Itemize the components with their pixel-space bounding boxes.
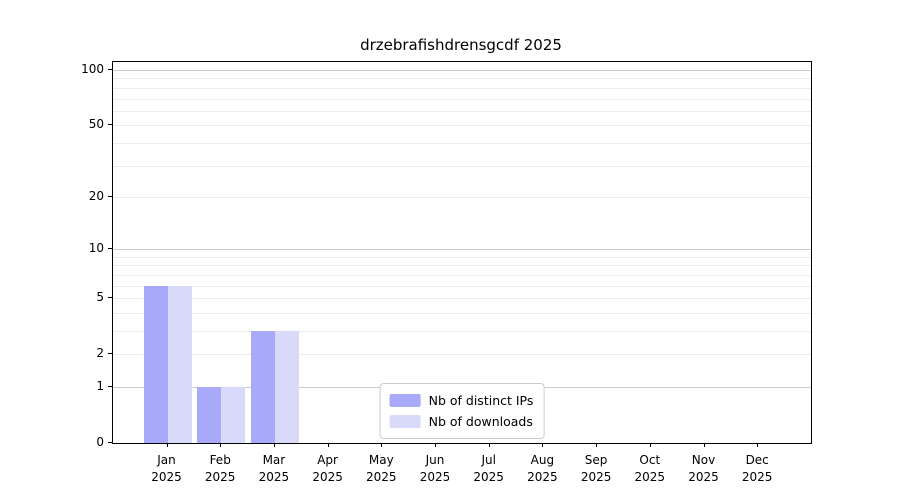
bar-distinct-ips-jan bbox=[143, 285, 168, 443]
gridline-minor-20 bbox=[113, 196, 811, 198]
legend: Nb of distinct IPs Nb of downloads bbox=[379, 383, 545, 439]
y-tick-label-10: 10 bbox=[88, 241, 104, 256]
y-tick-mark-5 bbox=[108, 297, 112, 299]
x-tick-mark-feb bbox=[220, 443, 222, 447]
x-tick-mark-jul bbox=[488, 443, 490, 447]
y-tick-label-0: 0 bbox=[96, 435, 104, 449]
gridline-minor-40 bbox=[113, 142, 811, 144]
legend-swatch-distinct-ips bbox=[389, 394, 421, 407]
legend-swatch-downloads bbox=[389, 415, 421, 428]
x-tick-year-jun: 2025 bbox=[419, 470, 451, 484]
x-tick-year-jul: 2025 bbox=[473, 470, 504, 484]
gridline-minor-80 bbox=[113, 87, 811, 89]
y-tick-mark-2 bbox=[108, 353, 112, 355]
gridline-minor-90 bbox=[113, 78, 811, 80]
x-tick-label-may: May 2025 bbox=[351, 452, 411, 486]
legend-item-downloads: Nb of downloads bbox=[389, 411, 534, 432]
plot-area: Nb of distinct IPs Nb of downloads bbox=[112, 61, 812, 444]
gridline-major-10 bbox=[113, 249, 811, 251]
x-tick-year-feb: 2025 bbox=[204, 470, 236, 484]
x-tick-year-oct: 2025 bbox=[634, 470, 666, 484]
gridline-minor-5 bbox=[113, 298, 811, 300]
x-tick-label-apr: Apr 2025 bbox=[298, 452, 358, 486]
gridline-minor-70 bbox=[113, 98, 811, 100]
gridline-minor-60 bbox=[113, 110, 811, 112]
y-tick-label-50: 50 bbox=[88, 117, 104, 132]
gridline-minor-6 bbox=[113, 285, 811, 287]
x-tick-label-jan: Jan 2025 bbox=[137, 452, 197, 486]
x-tick-year-sep: 2025 bbox=[580, 470, 612, 484]
y-tick-mark-20 bbox=[108, 195, 112, 197]
y-tick-label-2: 2 bbox=[96, 346, 104, 361]
y-tick-label-1: 1 bbox=[96, 379, 104, 393]
x-tick-label-jul: Jul 2025 bbox=[459, 452, 519, 486]
y-tick-mark-0 bbox=[108, 442, 112, 443]
y-tick-mark-100 bbox=[108, 69, 112, 70]
x-tick-year-nov: 2025 bbox=[688, 470, 719, 484]
x-tick-mark-jan bbox=[166, 443, 168, 447]
x-tick-year-aug: 2025 bbox=[527, 470, 558, 484]
legend-label-distinct-ips: Nb of distinct IPs bbox=[428, 393, 534, 408]
x-tick-label-sep: Sep 2025 bbox=[566, 452, 626, 486]
legend-label-downloads: Nb of downloads bbox=[428, 414, 533, 429]
chart-title: drzebrafishdrensgcdf 2025 bbox=[360, 36, 562, 54]
x-tick-mark-mar bbox=[273, 443, 275, 447]
x-tick-label-dec: Dec 2025 bbox=[727, 452, 787, 486]
bar-downloads-mar bbox=[274, 331, 299, 443]
x-tick-year-may: 2025 bbox=[366, 470, 397, 484]
x-tick-year-jan: 2025 bbox=[151, 470, 182, 484]
x-tick-label-aug: Aug 2025 bbox=[512, 452, 572, 486]
gridline-minor-7 bbox=[113, 274, 811, 276]
x-tick-mark-dec bbox=[757, 443, 759, 447]
bar-distinct-ips-feb bbox=[197, 387, 222, 443]
x-tick-label-feb: Feb 2025 bbox=[190, 452, 250, 486]
y-tick-label-20: 20 bbox=[88, 188, 104, 203]
x-tick-year-apr: 2025 bbox=[312, 470, 343, 484]
bar-distinct-ips-mar bbox=[250, 331, 275, 443]
gridline-minor-3 bbox=[113, 331, 811, 332]
legend-item-distinct-ips: Nb of distinct IPs bbox=[389, 390, 534, 411]
y-tick-label-5: 5 bbox=[96, 290, 104, 305]
gridline-minor-2 bbox=[113, 354, 811, 356]
bar-downloads-feb bbox=[221, 387, 246, 443]
x-tick-mark-apr bbox=[327, 443, 329, 447]
y-tick-label-100: 100 bbox=[81, 62, 104, 76]
gridline-minor-30 bbox=[113, 165, 811, 167]
gridline-major-100 bbox=[113, 70, 811, 71]
x-tick-label-oct: Oct 2025 bbox=[620, 452, 680, 486]
x-tick-label-jun: Jun 2025 bbox=[405, 452, 465, 486]
y-tick-mark-1 bbox=[108, 386, 112, 387]
y-tick-mark-50 bbox=[108, 124, 112, 126]
x-tick-mark-nov bbox=[703, 443, 705, 447]
bar-downloads-jan bbox=[167, 285, 192, 443]
gridline-minor-4 bbox=[113, 312, 811, 314]
x-tick-mark-may bbox=[381, 443, 383, 447]
x-tick-mark-oct bbox=[649, 443, 651, 447]
x-tick-mark-aug bbox=[542, 443, 544, 447]
x-tick-mark-sep bbox=[596, 443, 598, 447]
x-tick-label-nov: Nov 2025 bbox=[674, 452, 734, 486]
gridline-minor-9 bbox=[113, 256, 811, 258]
gridline-minor-8 bbox=[113, 265, 811, 267]
x-tick-mark-jun bbox=[435, 443, 436, 447]
x-tick-year-dec: 2025 bbox=[741, 470, 773, 484]
gridline-minor-50 bbox=[113, 125, 811, 127]
x-tick-label-mar: Mar 2025 bbox=[244, 452, 304, 486]
x-tick-year-mar: 2025 bbox=[258, 470, 290, 484]
y-tick-mark-10 bbox=[108, 248, 112, 250]
